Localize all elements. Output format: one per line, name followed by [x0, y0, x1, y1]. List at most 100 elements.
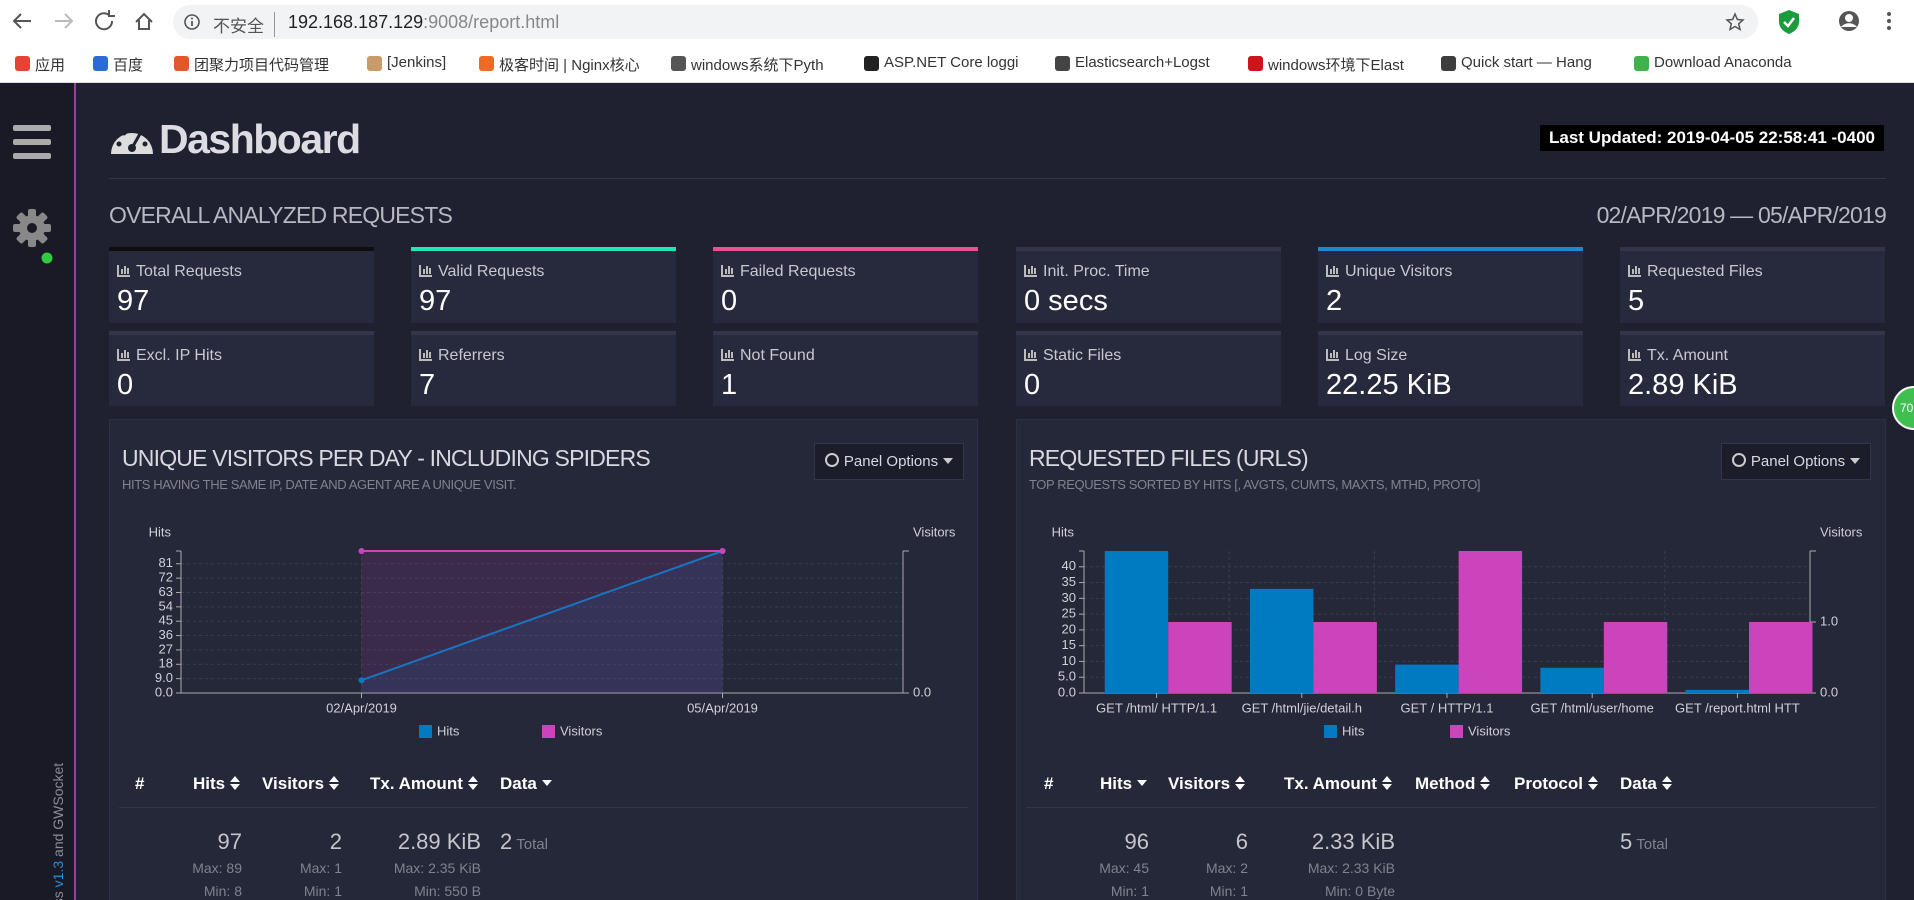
caret-down	[1480, 784, 1491, 790]
divider	[109, 178, 1886, 179]
address-bar[interactable]: 不安全 192.168.187.129:9008/report.html	[173, 5, 1758, 39]
icon-bar	[1034, 352, 1036, 358]
summary-total: 2	[329, 829, 342, 854]
bookmark[interactable]: 应用	[35, 57, 66, 74]
table-header: #	[1044, 774, 1053, 794]
table-header[interactable]: Data	[1620, 774, 1672, 794]
caret-up	[230, 776, 241, 782]
icon-bar	[728, 266, 730, 274]
panel-options-label: Panel Options	[1750, 453, 1846, 470]
summary-min: Min: 1	[1110, 883, 1149, 899]
header-label: #	[135, 774, 145, 793]
menu-button[interactable]	[1887, 12, 1891, 30]
caret-up	[1480, 776, 1491, 782]
header-label: Hits	[1100, 774, 1133, 793]
icon-bar	[1330, 269, 1332, 274]
bookmark-icon	[671, 56, 686, 71]
side-badge[interactable]: 70	[1892, 386, 1914, 430]
bookmark[interactable]: windows系统下Pyth	[691, 57, 824, 74]
icon-bar	[1333, 350, 1335, 358]
bookmark[interactable]: 百度	[113, 57, 144, 74]
table-header[interactable]: Data	[500, 774, 552, 794]
stat-icon	[1326, 349, 1339, 361]
icon-bar	[426, 266, 428, 274]
shield-extension[interactable]	[1779, 10, 1799, 34]
bookmark[interactable]: 极客时间 | Nginx核心	[499, 57, 640, 74]
sort-icon	[1480, 776, 1491, 790]
panel-options-button[interactable]: Panel Options	[814, 443, 964, 480]
page-title: Dashboard	[159, 116, 361, 162]
table-header[interactable]: Hits	[193, 774, 241, 794]
bookmark[interactable]: ASP.NET Core loggi	[884, 54, 1019, 71]
bookmark-star[interactable]	[1725, 12, 1745, 32]
stat-icon	[117, 265, 130, 277]
caret-down	[329, 784, 340, 790]
header-label: Hits	[193, 774, 226, 793]
caret	[943, 458, 954, 464]
bookmark-icon	[93, 56, 108, 71]
summary-total: 2.33 KiB	[1311, 829, 1395, 854]
table-header: #	[135, 774, 144, 794]
table-divider	[119, 807, 968, 808]
bookmark[interactable]: [Jenkins]	[387, 54, 447, 71]
stat-icon	[1024, 265, 1037, 277]
caret-up	[467, 776, 478, 782]
stat-label: Valid Requests	[438, 263, 545, 280]
menu-toggle[interactable]	[13, 123, 53, 163]
reload-button[interactable]	[95, 10, 115, 31]
stat-label: Referrers	[438, 347, 505, 364]
stat-label: Init. Proc. Time	[1043, 263, 1150, 280]
panel-title: REQUESTED FILES (URLS)	[1029, 445, 1309, 471]
nav-icons	[12, 10, 153, 31]
icon-bar	[1028, 353, 1030, 358]
stat-label: Unique Visitors	[1345, 263, 1453, 280]
browser-toolbar: 不安全 192.168.187.129:9008/report.html	[0, 0, 1914, 44]
settings-gear[interactable]	[12, 208, 54, 264]
table-header[interactable]: Tx. Amount	[370, 774, 478, 794]
header-label: #	[1044, 774, 1054, 793]
table-header[interactable]: Tx. Amount	[1284, 774, 1392, 794]
stat-value: 0	[1024, 369, 1041, 401]
bookmark[interactable]: Quick start — Hang	[1461, 54, 1592, 71]
gear-icon	[824, 453, 839, 467]
back-button[interactable]	[12, 13, 31, 29]
header-label: Visitors	[1168, 774, 1231, 793]
icon-bar	[1336, 352, 1338, 358]
stat-card: Excl. IP Hits 0	[109, 331, 374, 406]
forward-button[interactable]	[55, 13, 74, 29]
summary-total: 96	[1124, 829, 1149, 854]
bookmark[interactable]: Download Anaconda	[1654, 54, 1792, 71]
stat-card: Valid Requests 97	[411, 247, 676, 323]
table-header[interactable]: Hits	[1100, 774, 1148, 794]
url-host: 192.168.187.129	[288, 12, 424, 32]
sidebar: ccess v1.3 and GWSocket	[0, 83, 76, 900]
table-header[interactable]: Visitors	[1168, 774, 1246, 794]
stat-icon	[1326, 265, 1339, 277]
stat-card: Init. Proc. Time 0 secs	[1016, 247, 1281, 323]
summary-note: Total	[516, 836, 548, 853]
bookmark-icon	[367, 56, 382, 71]
home-button[interactable]	[135, 12, 153, 30]
stat-label: Total Requests	[136, 263, 242, 280]
table-header[interactable]: Protocol	[1514, 774, 1598, 794]
panel-options-button[interactable]: Panel Options	[1721, 443, 1871, 480]
table-header[interactable]: Visitors	[262, 774, 340, 794]
bookmark-icon	[1055, 56, 1070, 71]
icon-bar	[127, 352, 129, 358]
info-icon	[184, 14, 200, 30]
bookmark[interactable]: windows环境下Elast	[1268, 57, 1404, 74]
summary-total: 97	[217, 829, 242, 854]
table-header[interactable]: Method	[1415, 774, 1491, 794]
summary-max: Max: 2.33 KiB	[1307, 860, 1395, 876]
summary-total: 5	[1620, 829, 1633, 854]
bookmark[interactable]: Elasticsearch+Logst	[1075, 54, 1210, 71]
caret-down	[1381, 784, 1392, 790]
bookmark-icon	[1634, 56, 1649, 71]
caret-up	[1661, 776, 1672, 782]
panel-subtitle: TOP REQUESTS SORTED BY HITS [, AVGTS, CU…	[1029, 477, 1481, 492]
bookmark[interactable]: 团聚力项目代码管理	[194, 57, 330, 74]
stat-value: 5	[1628, 285, 1645, 317]
caret	[1850, 458, 1861, 464]
status-dot	[41, 252, 53, 264]
header-label: Tx. Amount	[1284, 774, 1377, 793]
